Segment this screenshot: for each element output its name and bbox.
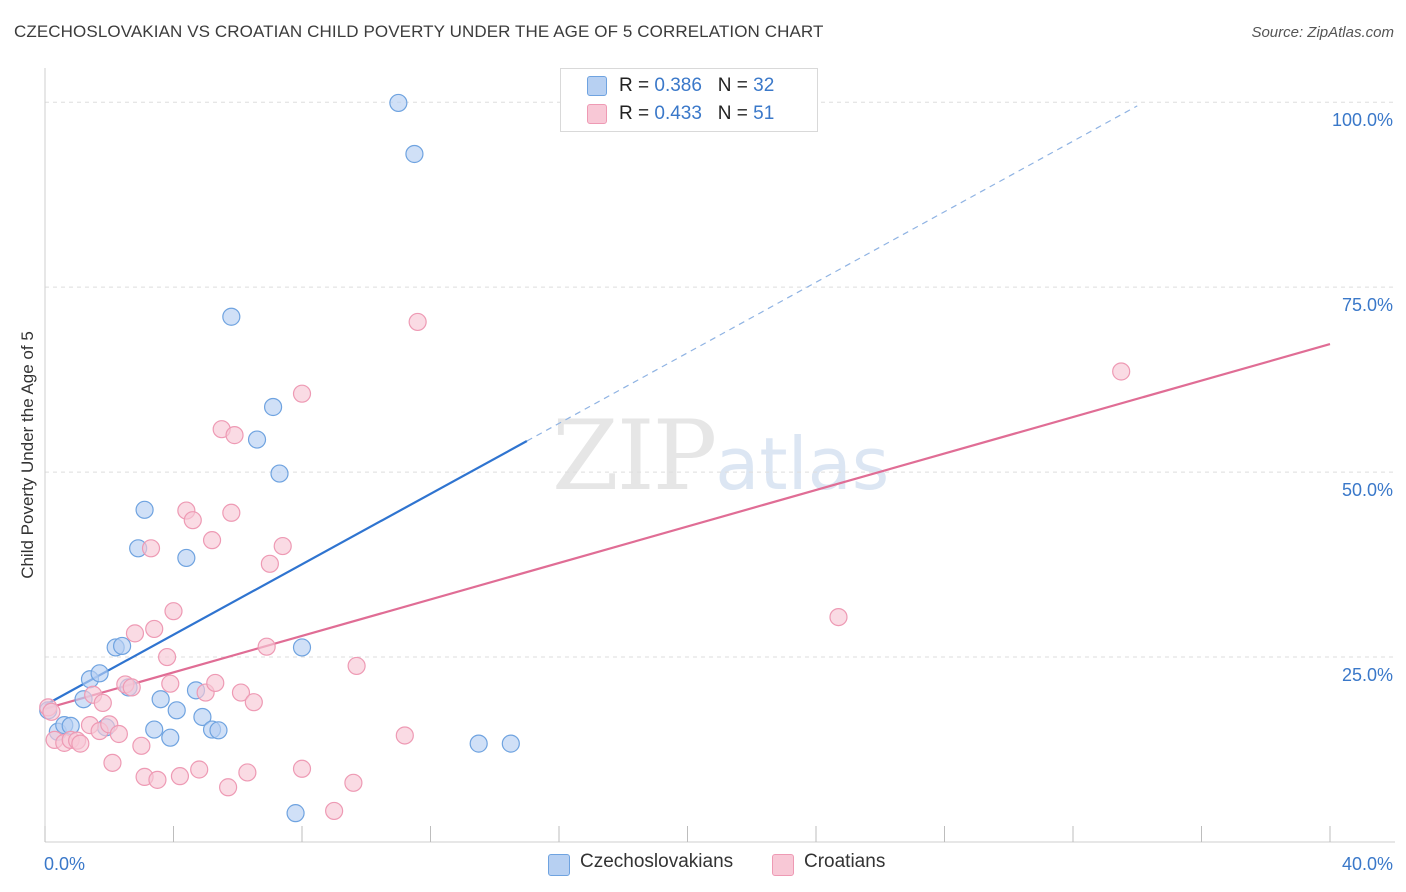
- bottom-legend-label: Czechoslovakians: [580, 851, 734, 872]
- croatian-point: [292, 384, 312, 403]
- czechoslovakian-point: [161, 728, 180, 747]
- croatian-point: [260, 554, 279, 573]
- y-tick-label: 100.0%: [1332, 110, 1393, 130]
- croatian-point: [292, 759, 312, 778]
- czechoslovakian-point: [389, 93, 408, 113]
- croatian-point: [161, 674, 180, 693]
- legend-r-value: 0.386: [654, 75, 702, 96]
- legend-swatch-blue: [587, 76, 607, 96]
- croatian-point: [273, 536, 292, 556]
- croatian-point: [183, 511, 202, 530]
- data-points: [39, 93, 1131, 823]
- croatian-point: [190, 760, 209, 779]
- y-tick-label: 75.0%: [1342, 295, 1393, 315]
- croatian-point: [257, 637, 276, 656]
- watermark-atlas: atlas: [715, 422, 890, 506]
- czechoslovakian-point: [135, 500, 154, 519]
- croatian-point: [408, 312, 427, 332]
- czechoslovakian-point: [209, 721, 228, 740]
- croatian-trend-line: [44, 343, 1331, 710]
- legend-n-label: N =: [717, 103, 748, 124]
- croatian-point: [164, 602, 183, 621]
- bottom-legend-swatch-blue: [548, 854, 570, 876]
- legend-n-value: 32: [753, 75, 775, 96]
- trend-lines: [44, 105, 1331, 710]
- croatian-point: [347, 656, 366, 676]
- croatian-point: [42, 702, 61, 721]
- legend-r-label: R =: [619, 103, 650, 124]
- croatian-point: [93, 693, 112, 713]
- czechoslovakian-point: [222, 307, 241, 326]
- croatian-point: [238, 763, 257, 782]
- bottom-legend-label: Croatians: [804, 851, 886, 872]
- czechoslovakian-point: [263, 397, 283, 417]
- legend-n-label: N =: [717, 75, 748, 96]
- croatian-point: [231, 683, 251, 702]
- czechoslovakian-point: [177, 548, 196, 568]
- croatian-point: [103, 753, 122, 772]
- croatian-point: [148, 770, 167, 789]
- croatian-point: [344, 773, 363, 792]
- croatian-point: [122, 678, 141, 697]
- czechoslovakian-point: [90, 664, 109, 683]
- legend-n-value: 51: [753, 103, 775, 124]
- czechoslovakian-point: [270, 464, 289, 483]
- croatian-point: [157, 647, 177, 667]
- croatian-point: [125, 624, 145, 643]
- czechoslovakian-trend-line: [44, 440, 528, 707]
- tick-labels: 25.0% 50.0% 75.0% 100.0% 0.0% 40.0%: [44, 110, 1393, 874]
- czechoslovakian-point: [501, 734, 520, 753]
- czechoslovakian-point: [151, 690, 170, 709]
- croatian-point: [206, 673, 225, 693]
- croatian-point: [141, 539, 161, 558]
- czechoslovakian-point: [469, 734, 488, 753]
- legend-r-label: R =: [619, 75, 650, 96]
- croatian-point: [202, 531, 222, 550]
- bottom-legend-swatch-pink: [772, 854, 794, 876]
- croatian-point: [222, 503, 241, 522]
- croatian-point: [829, 607, 848, 627]
- y-tick-label: 25.0%: [1342, 665, 1393, 685]
- croatian-point: [1112, 362, 1131, 381]
- y-tick-label: 50.0%: [1342, 480, 1393, 500]
- croatian-point: [71, 734, 90, 753]
- czechoslovakian-point: [292, 638, 312, 657]
- croatian-point: [145, 619, 164, 639]
- chart-title: CZECHOSLOVAKIAN VS CROATIAN CHILD POVERT…: [14, 22, 824, 41]
- croatian-point: [244, 693, 263, 712]
- axis-layer: [44, 68, 1395, 843]
- legend-r-value: 0.433: [654, 103, 702, 124]
- czechoslovakian-point: [145, 720, 164, 739]
- czechoslovakian-point: [247, 430, 267, 449]
- correlation-legend: R = 0.386 N = 32 R = 0.433 N = 51: [560, 68, 818, 132]
- x-tick-label-min: 0.0%: [44, 854, 85, 874]
- source-credit: Source: ZipAtlas.com: [1251, 24, 1394, 41]
- czechoslovakian-trend-extension: [526, 105, 1138, 442]
- croatian-point: [395, 726, 414, 745]
- x-tick-label-max: 40.0%: [1342, 854, 1393, 874]
- croatian-point: [219, 778, 238, 797]
- legend-swatch-pink: [587, 104, 607, 124]
- czechoslovakian-point: [405, 144, 424, 164]
- czechoslovakian-point: [112, 636, 132, 656]
- czechoslovakian-point: [167, 701, 186, 720]
- croatian-point: [325, 801, 344, 821]
- croatian-point: [225, 426, 244, 445]
- croatian-point: [109, 724, 128, 744]
- grid-layer: [45, 101, 1395, 658]
- czechoslovakian-point: [286, 804, 305, 823]
- watermark: ZIPatlas: [552, 400, 889, 512]
- croatian-point: [170, 767, 190, 786]
- watermark-zip: ZIP: [552, 400, 717, 512]
- czechoslovakian-point: [193, 707, 212, 727]
- croatian-point: [132, 736, 151, 755]
